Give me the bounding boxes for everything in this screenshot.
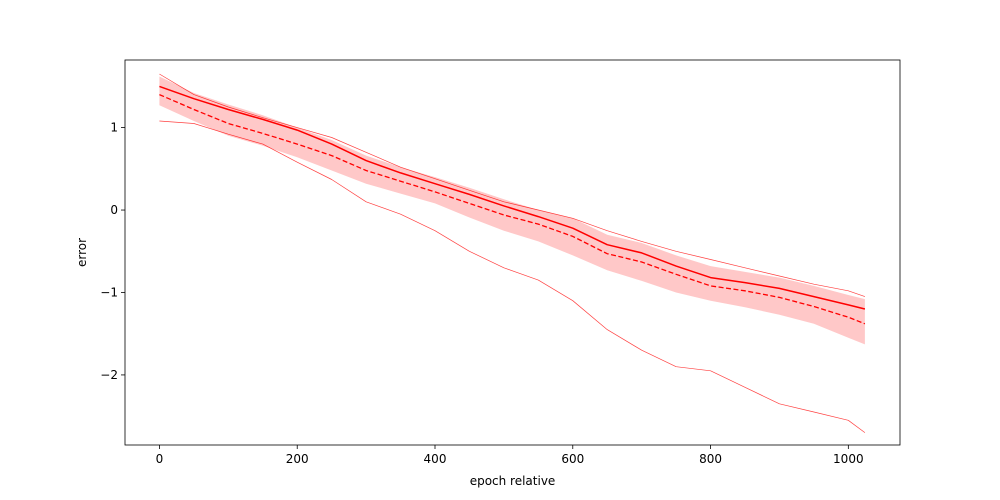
- y-tick-label-0: 0: [110, 203, 118, 217]
- x-tick-label-0: 0: [156, 452, 164, 466]
- plot-area: [159, 73, 866, 433]
- y-tick-label--2: −2: [100, 368, 118, 382]
- y-axis-label: error: [75, 238, 89, 267]
- x-tick-label-600: 600: [561, 452, 584, 466]
- series-line-1-solid: [159, 85, 866, 310]
- x-tick-label-200: 200: [286, 452, 309, 466]
- axes-frame: [124, 59, 901, 446]
- series-line-2-dashed: [159, 94, 866, 325]
- series-line-4-thin: [159, 120, 866, 433]
- axes: 0 200 400 600 800 1000 1 0 −1 −2: [100, 59, 901, 466]
- confidence-band: [159, 76, 865, 345]
- x-axis-label: epoch relative: [470, 474, 556, 488]
- series-line-3-thin: [159, 73, 866, 297]
- y-tick-label-1: 1: [110, 121, 118, 135]
- y-tick-label--1: −1: [100, 285, 118, 299]
- x-tick-label-1000: 1000: [833, 452, 864, 466]
- x-tick-label-400: 400: [424, 452, 447, 466]
- x-tick-label-800: 800: [699, 452, 722, 466]
